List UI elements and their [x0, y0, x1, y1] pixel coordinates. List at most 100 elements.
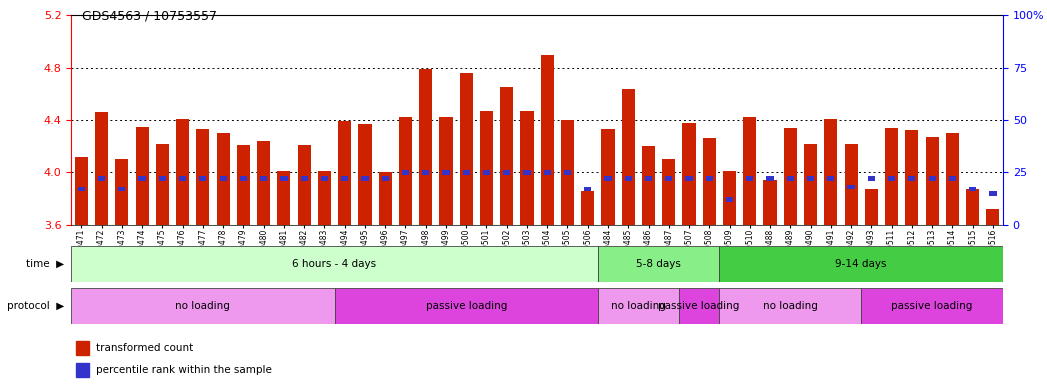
Text: time  ▶: time ▶ — [26, 259, 64, 269]
Bar — [419, 69, 432, 225]
Bar — [926, 137, 939, 225]
Bar — [159, 176, 166, 181]
Bar — [807, 176, 815, 181]
Bar — [440, 118, 452, 225]
Bar — [297, 145, 311, 225]
Bar — [71, 246, 598, 282]
Bar — [240, 176, 247, 181]
Text: no loading: no loading — [176, 301, 230, 311]
Bar — [381, 176, 388, 181]
Bar — [520, 111, 534, 225]
Bar — [678, 288, 719, 324]
Bar — [868, 176, 875, 181]
Text: percentile rank within the sample: percentile rank within the sample — [96, 365, 272, 375]
Bar — [118, 187, 126, 191]
Bar — [399, 118, 413, 225]
Text: passive loading: passive loading — [891, 301, 973, 311]
Bar — [98, 176, 105, 181]
Bar — [460, 73, 473, 225]
Bar — [719, 246, 1003, 282]
Bar — [500, 87, 513, 225]
Bar — [642, 146, 655, 225]
Bar — [320, 176, 328, 181]
Bar — [75, 341, 89, 355]
Bar — [379, 172, 392, 225]
Bar — [845, 144, 857, 225]
Bar — [949, 176, 956, 181]
Bar — [480, 111, 493, 225]
Text: 9-14 days: 9-14 days — [836, 259, 887, 269]
Bar — [422, 170, 429, 175]
Bar — [966, 189, 979, 225]
Bar — [318, 171, 331, 225]
Bar — [564, 170, 571, 175]
Bar — [784, 128, 797, 225]
Bar — [786, 176, 794, 181]
Bar — [743, 118, 756, 225]
Bar — [176, 119, 190, 225]
Bar — [543, 170, 551, 175]
Bar — [483, 170, 490, 175]
Bar — [862, 288, 1003, 324]
Bar — [442, 170, 449, 175]
Bar — [199, 176, 206, 181]
Bar — [665, 176, 672, 181]
Bar — [645, 176, 652, 181]
Bar — [361, 176, 369, 181]
Bar — [74, 157, 88, 225]
Bar — [703, 138, 716, 225]
Bar — [824, 119, 838, 225]
Bar — [220, 176, 227, 181]
Text: 5-8 days: 5-8 days — [637, 259, 682, 269]
Bar — [258, 141, 270, 225]
Text: 6 hours - 4 days: 6 hours - 4 days — [292, 259, 377, 269]
Bar — [540, 55, 554, 225]
Bar — [865, 189, 878, 225]
Bar — [335, 288, 598, 324]
Bar — [804, 144, 817, 225]
Bar — [706, 176, 713, 181]
Bar — [847, 185, 854, 189]
Bar — [277, 171, 290, 225]
Bar — [504, 170, 510, 175]
Bar — [989, 191, 997, 195]
Text: no loading: no loading — [611, 301, 666, 311]
Bar — [524, 170, 531, 175]
Bar — [135, 127, 149, 225]
Bar — [341, 176, 349, 181]
Bar — [237, 145, 250, 225]
Text: GDS4563 / 10753557: GDS4563 / 10753557 — [82, 10, 217, 23]
Bar — [763, 180, 777, 225]
Text: passive loading: passive loading — [659, 301, 740, 311]
Bar — [463, 170, 470, 175]
Bar — [970, 187, 976, 191]
Bar — [662, 159, 675, 225]
Text: no loading: no loading — [763, 301, 818, 311]
Bar — [581, 190, 595, 225]
Bar — [402, 170, 409, 175]
Bar — [747, 176, 754, 181]
Bar — [77, 187, 85, 191]
Bar — [95, 112, 108, 225]
Bar — [598, 246, 719, 282]
Bar — [604, 176, 611, 181]
Bar — [686, 176, 693, 181]
Bar — [888, 176, 895, 181]
Bar — [908, 176, 915, 181]
Bar — [217, 133, 229, 225]
Text: transformed count: transformed count — [96, 343, 194, 353]
Bar — [683, 122, 695, 225]
Bar — [561, 120, 574, 225]
Text: protocol  ▶: protocol ▶ — [7, 301, 64, 311]
Bar — [358, 124, 372, 225]
Bar — [138, 176, 146, 181]
Bar — [945, 133, 959, 225]
Bar — [766, 176, 774, 181]
Bar — [726, 197, 733, 202]
Bar — [986, 209, 1000, 225]
Bar — [75, 363, 89, 377]
Bar — [260, 176, 267, 181]
Bar — [179, 176, 186, 181]
Bar — [281, 176, 288, 181]
Bar — [929, 176, 936, 181]
